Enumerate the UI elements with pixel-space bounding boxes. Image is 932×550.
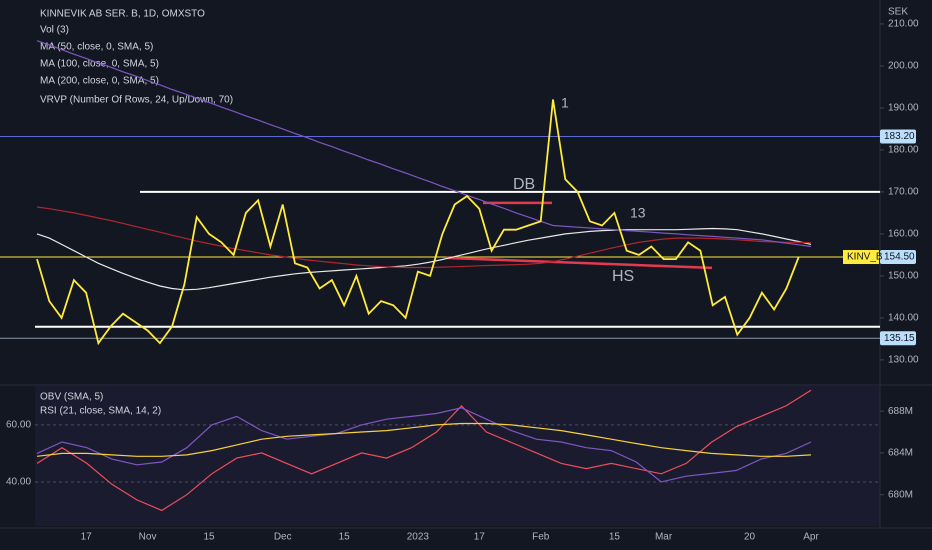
y-tick-label: 60.00 (6, 420, 31, 431)
legend-vrvp: VRVP (Number Of Rows, 24, Up/Down, 70) (40, 95, 233, 106)
legend-entry: MA (200, close, 0, SMA, 5) (40, 76, 159, 87)
y-tick-label: 180.00 (888, 145, 919, 156)
y-tick-label: 150.00 (888, 271, 919, 282)
y2-tick-label: 680M (888, 489, 913, 500)
currency: SEK (888, 7, 908, 18)
x-tick-label: 2023 (407, 532, 430, 543)
series-line (36, 407, 812, 483)
series-line (36, 206, 812, 269)
annotation: HS (612, 268, 634, 285)
x-tick-label: Apr (803, 532, 819, 543)
x-tick-label: Dec (274, 532, 292, 543)
legend-entry: MA (100, close, 0, SMA, 5) (40, 59, 159, 70)
y-tick-label: 170.00 (888, 187, 919, 198)
price-label-box (880, 331, 916, 346)
y-tick-label: 160.00 (888, 229, 919, 240)
x-tick-label: 17 (474, 532, 486, 543)
price-label-box (880, 250, 916, 265)
legend-rsi: RSI (21, close, SMA, 14, 2) (40, 406, 161, 417)
y-tick-label: 210.00 (888, 19, 919, 30)
x-tick-label: 20 (744, 532, 756, 543)
y-tick-label: 200.00 (888, 61, 919, 72)
legend-obv: OBV (SMA, 5) (40, 392, 103, 403)
x-tick-label: 15 (609, 532, 621, 543)
x-tick-label: 15 (203, 532, 215, 543)
price-label: 135.15 (884, 333, 915, 344)
x-tick-label: Mar (655, 532, 673, 543)
y-tick-label: 130.00 (888, 355, 919, 366)
series-line (36, 422, 812, 457)
price-label: 183.20 (884, 131, 915, 142)
series-line (36, 389, 812, 512)
legend-vol: Vol (3) (40, 25, 69, 36)
legend-entry: MA (50, close, 0, SMA, 5) (40, 42, 153, 53)
price-label: 154.50 (884, 252, 915, 263)
y-tick-label: 40.00 (6, 477, 31, 488)
pattern-line (445, 256, 713, 270)
y2-tick-label: 684M (888, 448, 913, 459)
annotation: 1 (561, 95, 569, 111)
symbol-box (843, 250, 879, 265)
series-line (36, 40, 812, 248)
price-label-box (880, 129, 916, 144)
chart-title: KINNEVIK AB SER. B, 1D, OMXSTO (40, 9, 205, 20)
y-tick-label: 140.00 (888, 313, 919, 324)
annotation: 13 (630, 205, 646, 221)
y2-tick-label: 688M (888, 406, 913, 417)
annotation: DB (513, 176, 535, 193)
y-tick-label: 190.00 (888, 103, 919, 114)
symbol-label: KINV_B (847, 252, 883, 263)
x-tick-label: Feb (532, 532, 550, 543)
series-line (36, 227, 812, 291)
x-tick-label: 17 (81, 532, 93, 543)
x-tick-label: 15 (339, 532, 351, 543)
x-tick-label: Nov (139, 532, 157, 543)
series-line (36, 99, 800, 346)
